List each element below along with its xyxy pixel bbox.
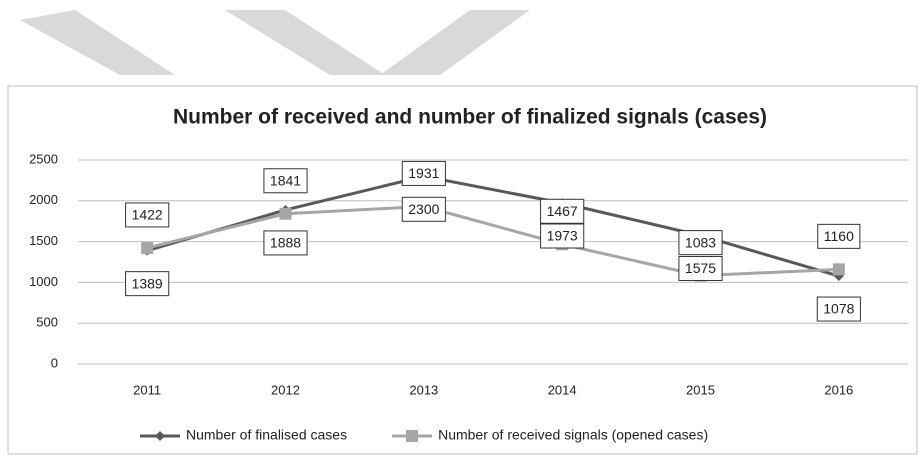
legend-label: Number of received signals (opened cases… [438, 427, 708, 443]
data-label-box [263, 168, 308, 194]
series-line [146, 204, 839, 278]
data-label: 1389 [132, 275, 163, 291]
watermark [20, 10, 530, 75]
x-tick-label: 2016 [824, 382, 853, 397]
data-label: 1422 [132, 207, 163, 223]
data-label: 1841 [270, 172, 301, 188]
data-label: 1888 [270, 235, 301, 251]
data-label: 1973 [547, 228, 578, 244]
watermark-stripe [20, 10, 175, 75]
data-label-box [816, 296, 861, 322]
data-label: 1931 [408, 165, 439, 181]
data-label-box [401, 160, 446, 186]
data-label: 2300 [408, 201, 439, 217]
data-label-box [678, 230, 723, 256]
data-label-box [125, 202, 170, 228]
legend-label: Number of finalised cases [186, 427, 347, 443]
y-tick-label: 0 [51, 355, 58, 370]
x-tick-label: 2012 [271, 382, 300, 397]
series-line [146, 174, 840, 278]
data-label-box [678, 255, 723, 281]
data-label-box [540, 198, 585, 224]
y-tick-label: 500 [36, 315, 58, 330]
data-label-box [125, 271, 170, 297]
marker [832, 263, 845, 276]
y-tick-label: 2000 [29, 192, 58, 207]
chart-title: Number of received and number of finaliz… [173, 106, 767, 129]
y-tick-label: 1000 [29, 274, 58, 289]
data-label-box [263, 230, 308, 256]
marker [155, 431, 165, 441]
y-tick-label: 2500 [29, 151, 58, 166]
data-label-box [401, 196, 446, 222]
x-tick-label: 2013 [409, 382, 438, 397]
chart-border [7, 85, 918, 455]
data-label: 1078 [823, 301, 854, 317]
x-tick-label: 2011 [133, 382, 161, 397]
data-label-box [817, 223, 861, 249]
watermark-stripe [225, 10, 385, 75]
data-label: 1467 [547, 203, 578, 219]
marker [141, 241, 154, 254]
marker [279, 207, 292, 220]
marker [406, 430, 419, 442]
data-label: 1083 [685, 234, 716, 250]
watermark-stripe [380, 10, 530, 75]
x-tick-label: 2014 [548, 382, 577, 397]
y-tick-label: 1500 [29, 233, 58, 248]
data-label: 1575 [685, 260, 716, 276]
data-label-box [540, 223, 585, 249]
x-tick-label: 2015 [686, 382, 715, 397]
data-label: 1160 [824, 228, 854, 244]
